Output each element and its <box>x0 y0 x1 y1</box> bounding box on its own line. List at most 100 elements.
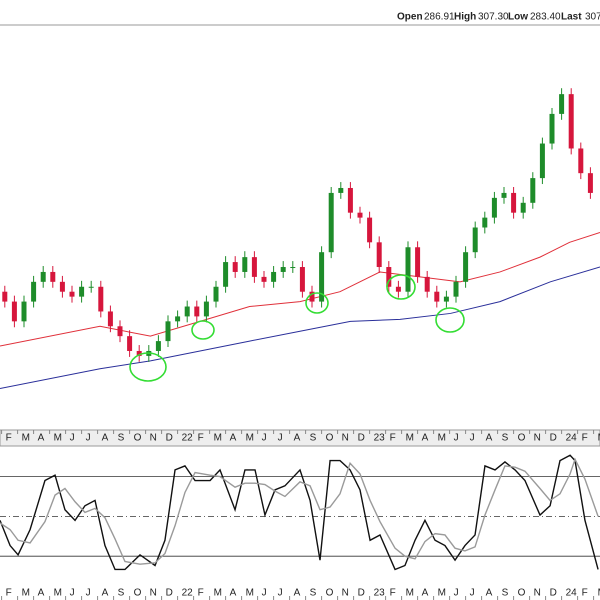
x-tick-label: A <box>102 588 109 599</box>
candle-body <box>347 187 353 213</box>
candle-body <box>213 286 219 302</box>
x-tick-label: M <box>214 433 222 444</box>
x-tick-label: A <box>486 588 493 599</box>
candle-body <box>184 306 190 317</box>
x-tick-label: A <box>486 433 493 444</box>
x-tick-label: A <box>102 433 109 444</box>
candle-body <box>69 291 75 297</box>
candle-body <box>194 306 200 317</box>
x-tick-label: M <box>54 588 62 599</box>
highlight-circle <box>129 352 167 382</box>
x-tick-label: D <box>166 588 173 599</box>
x-tick-label: O <box>518 588 526 599</box>
candle-body <box>11 301 17 322</box>
x-tick-label: 24 <box>566 588 578 599</box>
candle-body <box>40 271 46 282</box>
x-tick-label: M <box>406 588 414 599</box>
x-tick-label: D <box>358 433 365 444</box>
candle-body <box>319 252 325 302</box>
header-value: 307.30 <box>478 12 509 23</box>
x-tick-label: S <box>118 588 125 599</box>
candle-body <box>271 271 277 282</box>
x-tick-label: A <box>230 588 237 599</box>
x-tick-label: N <box>150 588 157 599</box>
candle-body <box>50 271 56 282</box>
x-tick-label: J <box>470 588 475 599</box>
x-tick-label: A <box>230 433 237 444</box>
x-tick-label: M <box>54 433 62 444</box>
x-tick-label: J <box>86 433 91 444</box>
candle-body <box>578 148 584 174</box>
x-tick-label: D <box>550 588 557 599</box>
candle-body <box>405 247 411 292</box>
candle-body <box>290 267 296 269</box>
candle-body <box>98 286 104 312</box>
moving-average <box>0 231 600 347</box>
x-tick-label: J <box>262 588 267 599</box>
x-tick-label: J <box>262 433 267 444</box>
candle-body <box>203 301 209 317</box>
candle-body <box>491 197 497 218</box>
header-label: Last <box>561 12 582 23</box>
candle-body <box>376 242 382 268</box>
candle-body <box>232 262 238 272</box>
x-tick-label: F <box>582 433 588 444</box>
x-tick-label: S <box>310 588 317 599</box>
candle-body <box>539 143 545 179</box>
annotations <box>129 274 465 382</box>
x-tick-label: F <box>582 588 588 599</box>
candle-body <box>309 291 315 302</box>
x-tick-label: M <box>22 588 30 599</box>
plot: F M A M J J A S O N D 22 F M A M J J A S O N D 23 F M A M J J A S O N D 24 F… <box>0 88 600 600</box>
x-tick-label: M <box>22 433 30 444</box>
x-tick-label: O <box>518 433 526 444</box>
x-tick-label: M <box>438 588 446 599</box>
candle-body <box>117 326 123 337</box>
x-tick-label: J <box>70 588 75 599</box>
x-tick-label: O <box>326 433 334 444</box>
candle-body <box>31 281 37 302</box>
x-tick-label: M <box>598 588 600 599</box>
candle-body <box>367 217 373 243</box>
candle-body <box>520 202 526 213</box>
x-tick-label: J <box>470 433 475 444</box>
x-tick-label: N <box>342 433 349 444</box>
header-label: Low <box>508 12 528 23</box>
x-tick-label: O <box>134 433 142 444</box>
candle-body <box>501 192 507 198</box>
candle-body <box>357 212 363 218</box>
candle-body <box>587 173 593 193</box>
x-tick-label: J <box>86 588 91 599</box>
x-tick-label: J <box>278 433 283 444</box>
oscillator-line <box>0 457 599 565</box>
x-tick-label: 23 <box>374 588 386 599</box>
x-tick-label: S <box>310 433 317 444</box>
x-tick-label: S <box>502 433 509 444</box>
highlight-circle <box>191 320 215 340</box>
candle-body <box>530 178 536 203</box>
candle-body <box>107 311 113 327</box>
x-tick-label: 23 <box>374 433 386 444</box>
x-tick-label: M <box>214 588 222 599</box>
candle-body <box>559 94 565 114</box>
candle-body <box>472 227 478 253</box>
header-label: High <box>454 12 476 23</box>
candle-body <box>415 247 421 277</box>
candle-body <box>511 192 517 213</box>
x-tick-label: O <box>326 588 334 599</box>
x-tick-label: O <box>134 588 142 599</box>
x-tick-label: D <box>358 588 365 599</box>
candle-body <box>175 316 181 322</box>
candle-body <box>328 192 334 253</box>
candle-body <box>127 336 133 351</box>
candle-body <box>242 257 248 272</box>
x-tick-label: 22 <box>182 588 194 599</box>
x-tick-label: J <box>70 433 75 444</box>
x-tick-label: N <box>342 588 349 599</box>
candle-body <box>251 257 257 277</box>
x-tick-label: F <box>390 433 396 444</box>
x-tick-label: M <box>598 433 600 444</box>
candle-body <box>280 267 286 272</box>
x-tick-label: F <box>390 588 396 599</box>
